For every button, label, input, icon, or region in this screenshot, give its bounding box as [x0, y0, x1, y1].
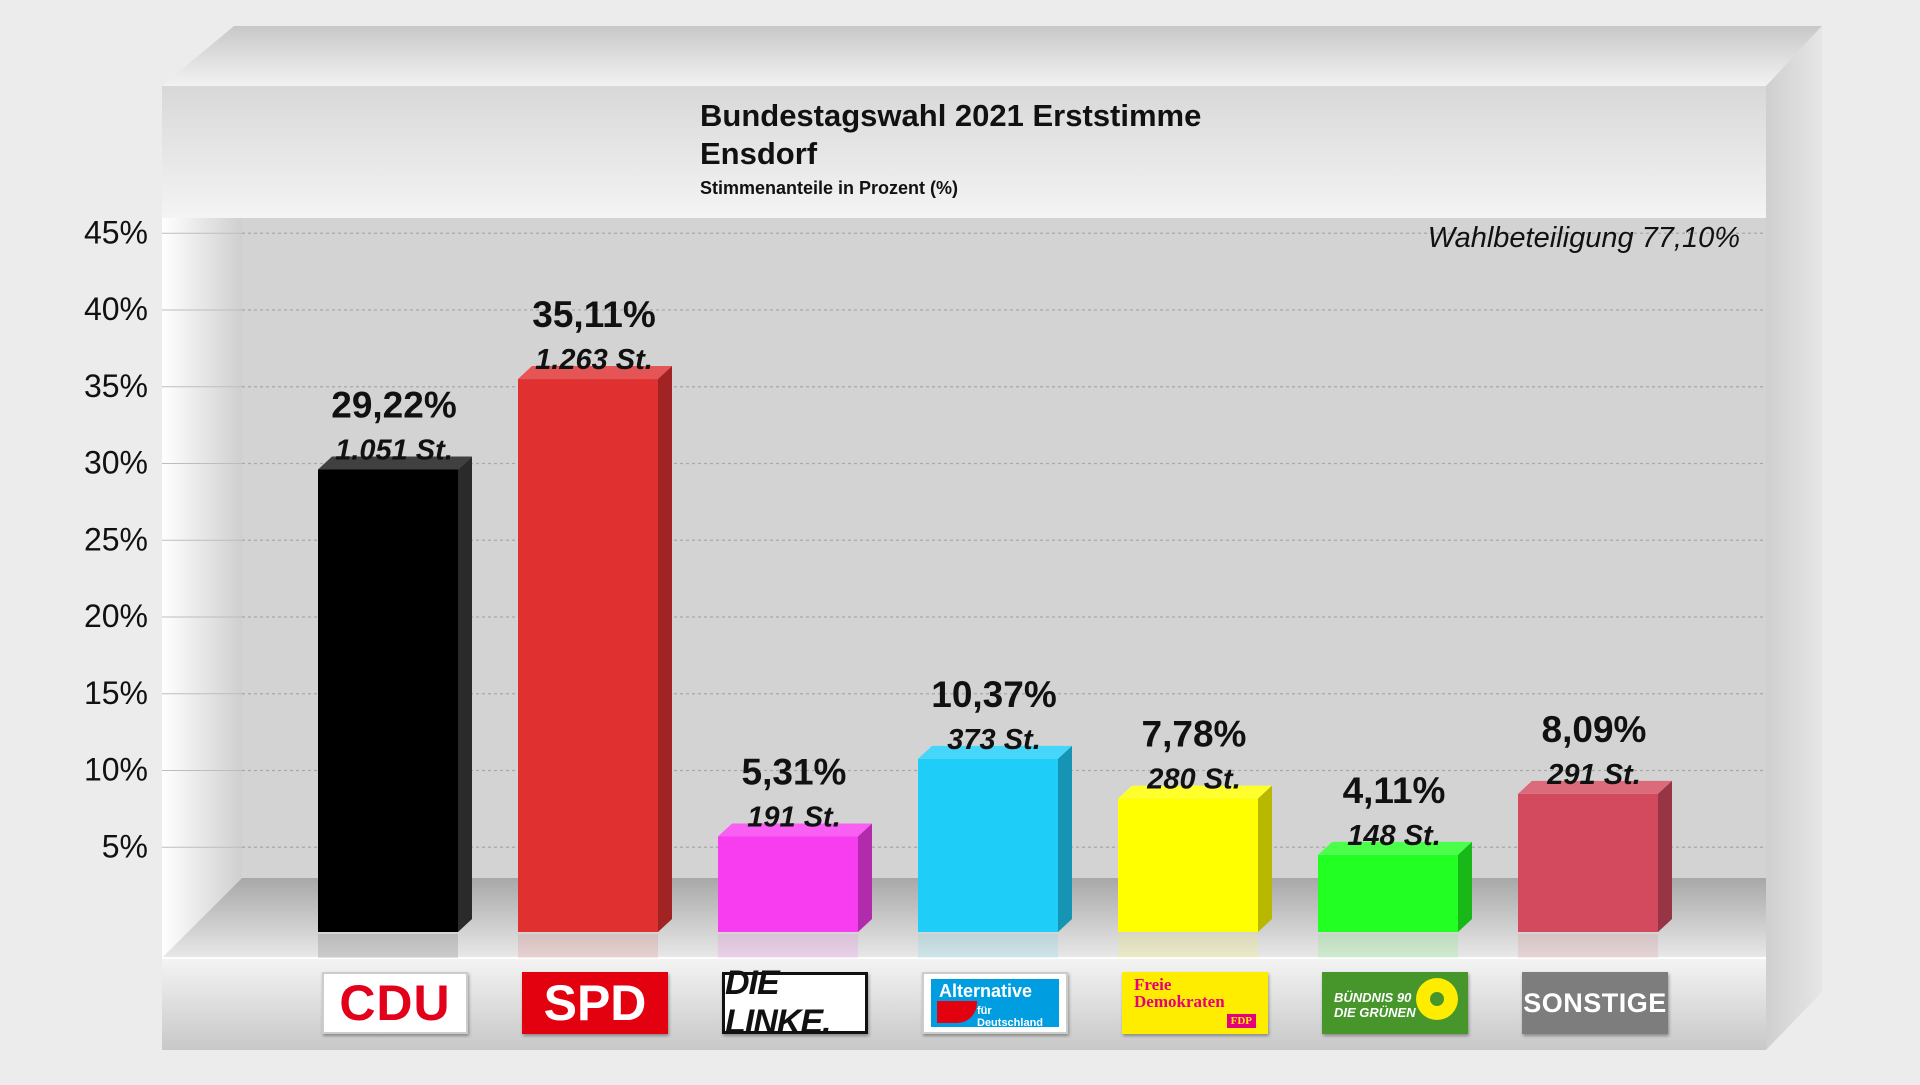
percent-label: 8,09% [1542, 709, 1647, 750]
bar-top [1518, 780, 1672, 794]
percent-label: 5,31% [742, 751, 847, 792]
turnout-label: Wahlbeteiligung 77,10% [1427, 222, 1740, 254]
header-panel [162, 86, 1766, 218]
bar-front [518, 379, 658, 932]
y-tick-label: 5% [102, 828, 148, 864]
logo-fdp: Freie Demokraten FDP [1122, 972, 1268, 1034]
bar-front [1518, 793, 1658, 932]
bar-reflection [1118, 934, 1258, 958]
logo-afd: Alternative für Deutschland [922, 972, 1068, 1034]
bar-side [458, 456, 472, 932]
bar-fdp [1118, 785, 1272, 932]
chart-subtitle: Ensdorf [700, 136, 818, 171]
logo-fdp-badge: FDP [1226, 1014, 1256, 1028]
bars [318, 366, 1672, 932]
bar-gruene [1318, 841, 1472, 932]
bar-side [658, 366, 672, 932]
bar-side [1258, 785, 1272, 932]
bar-front [1318, 854, 1458, 932]
logo-linke-text: DIE LINKE. [725, 964, 831, 1041]
logo-gruene-line2: DIE GRÜNEN [1334, 1005, 1416, 1020]
bar-spd [518, 366, 672, 932]
percent-label: 7,78% [1142, 714, 1247, 755]
logo-fdp-line1: Freie [1134, 975, 1172, 994]
bar-linke [718, 823, 872, 932]
percent-label: 35,11% [532, 294, 655, 335]
afd-arrow-icon [937, 1001, 977, 1023]
y-tick-label: 35% [84, 368, 148, 404]
y-axis-ticks: 5% 10% 15% 20% 25% 30% 35% 40% 45% [84, 214, 148, 864]
logo-fdp-words: Freie Demokraten [1134, 976, 1225, 1010]
y-tick-label: 40% [84, 291, 148, 327]
logo-afd-field: Alternative für Deutschland [931, 979, 1059, 1029]
bar-reflection [1318, 934, 1458, 958]
bar-top [718, 823, 872, 837]
y-tick-label: 30% [84, 445, 148, 481]
bar-front [1118, 798, 1258, 932]
votes-label: 291 St. [1546, 759, 1641, 791]
y-tick-label: 15% [84, 675, 148, 711]
bar-side [1458, 841, 1472, 932]
bar-top [1318, 841, 1472, 855]
votes-label: 148 St. [1347, 820, 1441, 852]
frame-top [162, 26, 1822, 86]
percent-label: 29,22% [331, 384, 457, 425]
bar-side [858, 823, 872, 932]
bar-reflection [718, 934, 858, 958]
bar-sonstige [1518, 780, 1672, 932]
gridlines [162, 232, 1766, 848]
percent-label: 10,37% [931, 674, 1057, 715]
logo-sonstige-text: SONSTIGE [1523, 987, 1667, 1018]
chart-title: Bundestagswahl 2021 Erststimme [700, 98, 1202, 133]
bar-reflection [318, 934, 458, 958]
logo-gruene-line1: BÜNDNIS 90 [1334, 990, 1412, 1005]
bar-top [518, 366, 672, 380]
logo-spd: SPD [522, 972, 668, 1034]
logo-afd-line1: Alternative [939, 981, 1033, 1001]
bar-front [718, 836, 858, 932]
y-tick-label: 25% [84, 521, 148, 557]
data-labels: 29,22% 1.051 St. 35,11% 1.263 St. 5,31% 191 S… [331, 294, 1646, 852]
bar-reflection [1518, 934, 1658, 958]
logo-gruene-words: BÜNDNIS 90 DIE GRÜNEN [1334, 990, 1416, 1020]
y-tick-label: 10% [84, 752, 148, 788]
bar-reflections [318, 934, 1658, 958]
votes-label: 1.263 St. [535, 344, 653, 376]
frame-right [1766, 26, 1822, 1050]
bar-side [1058, 745, 1072, 932]
logo-fdp-line2: Demokraten [1134, 992, 1225, 1011]
percent-label: 4,11% [1343, 770, 1446, 811]
y-tick-label: 45% [84, 214, 148, 250]
logo-cdu: CDU [322, 972, 468, 1034]
logo-spd-text: SPD [543, 975, 647, 1031]
bar-top [1118, 785, 1272, 799]
logo-cdu-text: CDU [339, 975, 451, 1031]
votes-label: 191 St. [747, 801, 841, 833]
bar-afd [918, 745, 1072, 932]
chart-caption: Stimmenanteile in Prozent (%) [700, 178, 959, 198]
bar-top [918, 745, 1072, 759]
logo-sonstige: SONSTIGE [1522, 972, 1668, 1034]
y-tick-label: 20% [84, 598, 148, 634]
votes-label: 1.051 St. [335, 434, 453, 466]
sunflower-icon [1416, 978, 1458, 1020]
frame-left-wall [162, 218, 242, 958]
bar-front [318, 469, 458, 932]
logo-gruene: BÜNDNIS 90 DIE GRÜNEN [1322, 972, 1468, 1034]
logo-linke: DIE LINKE. [722, 964, 868, 1041]
bar-reflection [518, 934, 658, 958]
bar-cdu [318, 456, 472, 932]
bar-top [318, 456, 472, 470]
bar-reflection [918, 934, 1058, 958]
votes-label: 373 St. [947, 724, 1041, 756]
logo-afd-line2: für Deutschland [977, 1005, 1044, 1029]
votes-label: 280 St. [1146, 764, 1241, 796]
bar-side [1658, 780, 1672, 932]
bar-front [918, 758, 1058, 932]
